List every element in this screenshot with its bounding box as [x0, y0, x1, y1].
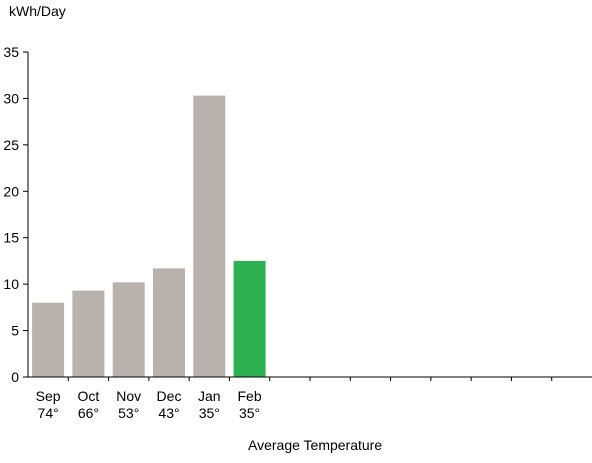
- y-tick-label-30: 30: [3, 90, 19, 106]
- temperature-label-oct: 66°: [78, 405, 99, 421]
- y-tick-label-10: 10: [3, 276, 19, 292]
- temperature-label-sep: 74°: [38, 405, 59, 421]
- x-axis-title: Average Temperature: [248, 437, 383, 453]
- bar-dec: [153, 268, 185, 377]
- x-tick-label-feb: Feb: [238, 388, 262, 404]
- x-tick-label-oct: Oct: [78, 388, 100, 404]
- x-tick-label-sep: Sep: [36, 388, 61, 404]
- y-axis-unit-label: kWh/Day: [9, 3, 66, 19]
- bar-nov: [112, 282, 145, 377]
- x-tick-label-jan: Jan: [198, 388, 221, 404]
- y-tick-label-20: 20: [3, 183, 19, 199]
- y-tick-label-0: 0: [11, 369, 19, 385]
- bar-sep: [32, 302, 65, 377]
- y-tick-label-15: 15: [3, 230, 19, 246]
- temperature-label-dec: 43°: [158, 405, 179, 421]
- y-tick-label-35: 35: [3, 44, 19, 60]
- x-tick-label-nov: Nov: [116, 388, 141, 404]
- temperature-label-jan: 35°: [199, 405, 220, 421]
- bar-oct: [72, 290, 105, 377]
- temperature-label-feb: 35°: [239, 405, 260, 421]
- x-tick-label-dec: Dec: [157, 388, 182, 404]
- bar-jan: [193, 95, 226, 377]
- y-tick-label-5: 5: [11, 323, 19, 339]
- temperature-label-nov: 53°: [118, 405, 139, 421]
- y-tick-label-25: 25: [3, 137, 19, 153]
- bar-feb: [233, 260, 266, 377]
